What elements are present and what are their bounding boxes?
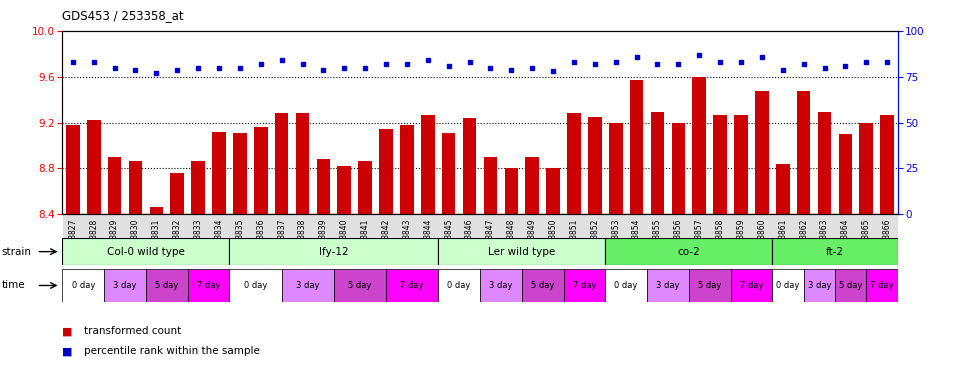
- Text: 5 day: 5 day: [531, 281, 554, 290]
- Bar: [859, 123, 873, 214]
- Bar: [835, 269, 866, 302]
- Bar: [647, 269, 688, 302]
- Bar: [776, 164, 789, 214]
- Bar: [672, 123, 685, 214]
- Text: Ler wild type: Ler wild type: [488, 247, 556, 257]
- Bar: [281, 269, 334, 302]
- Bar: [804, 269, 835, 302]
- Bar: [689, 269, 731, 302]
- Bar: [505, 168, 518, 214]
- Bar: [692, 77, 706, 214]
- Bar: [880, 115, 894, 214]
- Text: 3 day: 3 day: [113, 281, 136, 290]
- Bar: [818, 112, 831, 214]
- Bar: [296, 113, 309, 214]
- Text: GDS453 / 253358_at: GDS453 / 253358_at: [62, 9, 184, 22]
- Text: ■: ■: [62, 326, 73, 336]
- Bar: [229, 238, 438, 265]
- Bar: [150, 207, 163, 214]
- Bar: [379, 130, 393, 214]
- Bar: [630, 80, 643, 214]
- Bar: [129, 161, 142, 214]
- Bar: [317, 159, 330, 214]
- Bar: [609, 123, 622, 214]
- Bar: [171, 173, 184, 214]
- Bar: [233, 133, 247, 214]
- Bar: [358, 161, 372, 214]
- Bar: [546, 168, 560, 214]
- Text: 3 day: 3 day: [657, 281, 680, 290]
- Bar: [567, 113, 581, 214]
- Bar: [438, 269, 480, 302]
- Bar: [713, 115, 727, 214]
- Bar: [62, 269, 105, 302]
- Bar: [442, 133, 455, 214]
- Bar: [734, 115, 748, 214]
- Text: 0 day: 0 day: [614, 281, 637, 290]
- Bar: [188, 269, 229, 302]
- Bar: [229, 269, 281, 302]
- Text: 7 day: 7 day: [197, 281, 220, 290]
- Bar: [254, 127, 268, 214]
- Text: 5 day: 5 day: [698, 281, 721, 290]
- Bar: [797, 90, 810, 214]
- Text: 7 day: 7 day: [573, 281, 596, 290]
- Bar: [772, 269, 804, 302]
- Text: percentile rank within the sample: percentile rank within the sample: [84, 346, 259, 356]
- Bar: [731, 269, 772, 302]
- Text: 7 day: 7 day: [740, 281, 763, 290]
- Bar: [522, 269, 564, 302]
- Text: 0 day: 0 day: [447, 281, 470, 290]
- Bar: [772, 238, 898, 265]
- Text: lfy-12: lfy-12: [319, 247, 348, 257]
- Bar: [400, 125, 414, 214]
- Bar: [588, 117, 602, 214]
- Bar: [605, 238, 772, 265]
- Text: 5 day: 5 day: [348, 281, 372, 290]
- Bar: [62, 238, 229, 265]
- Bar: [386, 269, 439, 302]
- Bar: [105, 269, 146, 302]
- Bar: [605, 269, 647, 302]
- Bar: [212, 132, 226, 214]
- Text: 7 day: 7 day: [400, 281, 424, 290]
- Text: 5 day: 5 day: [156, 281, 179, 290]
- Text: 0 day: 0 day: [777, 281, 800, 290]
- Bar: [108, 157, 121, 214]
- Text: strain: strain: [2, 247, 32, 257]
- Text: ■: ■: [62, 346, 73, 356]
- Bar: [463, 118, 476, 214]
- Bar: [651, 112, 664, 214]
- Bar: [480, 269, 522, 302]
- Bar: [525, 157, 539, 214]
- Bar: [275, 113, 288, 214]
- Bar: [191, 161, 204, 214]
- Text: 0 day: 0 day: [72, 281, 95, 290]
- Bar: [66, 125, 80, 214]
- Text: 0 day: 0 day: [244, 281, 267, 290]
- Text: 5 day: 5 day: [839, 281, 862, 290]
- Bar: [866, 269, 898, 302]
- Text: ft-2: ft-2: [826, 247, 844, 257]
- Bar: [484, 157, 497, 214]
- Text: co-2: co-2: [678, 247, 700, 257]
- Bar: [338, 166, 351, 214]
- Bar: [564, 269, 605, 302]
- Text: 3 day: 3 day: [296, 281, 320, 290]
- Bar: [438, 238, 605, 265]
- Bar: [839, 134, 852, 214]
- Bar: [756, 90, 769, 214]
- Text: 3 day: 3 day: [807, 281, 831, 290]
- Text: transformed count: transformed count: [84, 326, 180, 336]
- Bar: [334, 269, 386, 302]
- Bar: [421, 115, 435, 214]
- Text: time: time: [2, 280, 26, 291]
- Text: 7 day: 7 day: [870, 281, 894, 290]
- Bar: [87, 120, 101, 214]
- Bar: [146, 269, 188, 302]
- Text: 3 day: 3 day: [490, 281, 513, 290]
- Text: Col-0 wild type: Col-0 wild type: [107, 247, 185, 257]
